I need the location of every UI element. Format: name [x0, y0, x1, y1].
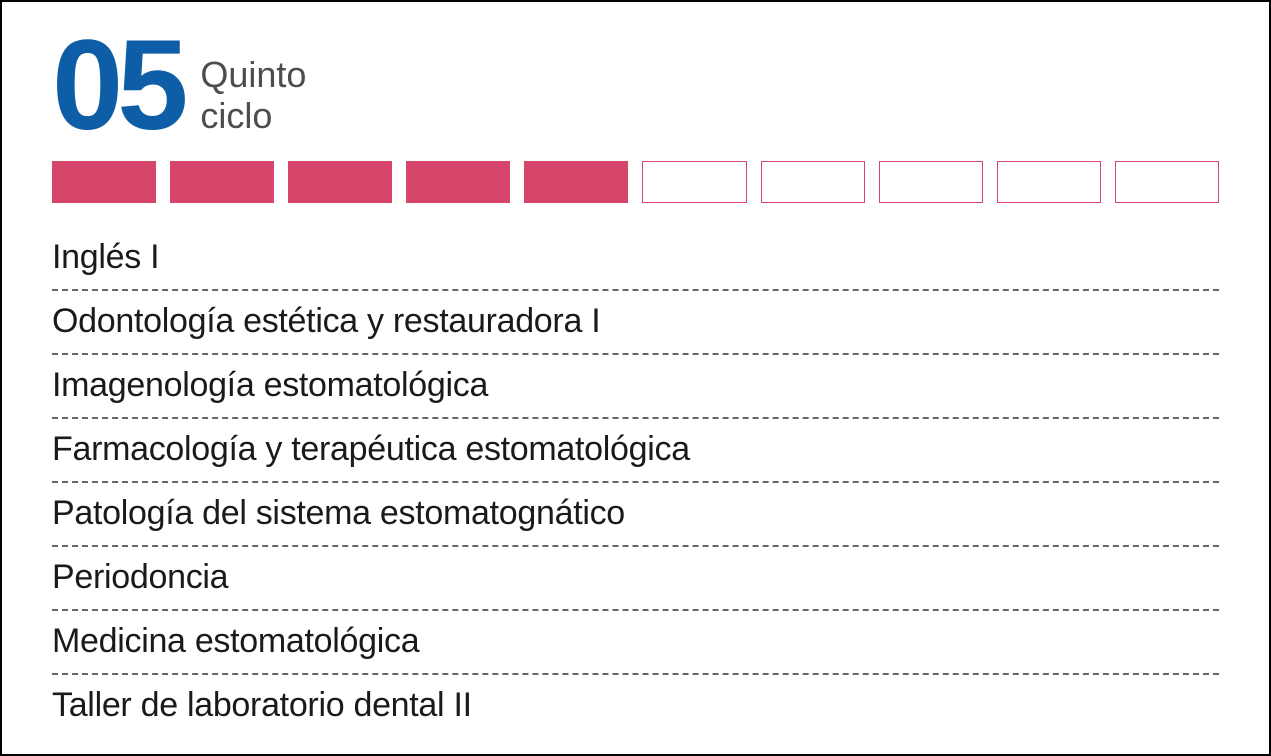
subtitle-line-2: ciclo: [200, 95, 306, 136]
progress-box-filled: [170, 161, 274, 203]
course-item: Inglés I: [52, 227, 1219, 291]
progress-box-empty: [997, 161, 1101, 203]
course-item: Taller de laboratorio dental II: [52, 675, 1219, 737]
progress-box-empty: [1115, 161, 1219, 203]
progress-box-empty: [879, 161, 983, 203]
progress-indicator: [52, 161, 1219, 203]
course-item: Imagenología estomatológica: [52, 355, 1219, 419]
progress-box-filled: [52, 161, 156, 203]
progress-box-filled: [524, 161, 628, 203]
course-item: Medicina estomatológica: [52, 611, 1219, 675]
cycle-number: 05: [52, 32, 182, 141]
course-item: Periodoncia: [52, 547, 1219, 611]
cycle-card: 05 Quinto ciclo Inglés IOdontología esté…: [0, 0, 1271, 756]
course-item: Patología del sistema estomatognático: [52, 483, 1219, 547]
progress-box-empty: [761, 161, 865, 203]
progress-box-empty: [642, 161, 746, 203]
card-header: 05 Quinto ciclo: [52, 32, 1219, 141]
course-item: Farmacología y terapéutica estomatológic…: [52, 419, 1219, 483]
cycle-subtitle: Quinto ciclo: [200, 54, 306, 137]
subtitle-line-1: Quinto: [200, 54, 306, 95]
course-list: Inglés IOdontología estética y restaurad…: [52, 227, 1219, 737]
progress-box-filled: [288, 161, 392, 203]
progress-box-filled: [406, 161, 510, 203]
course-item: Odontología estética y restauradora I: [52, 291, 1219, 355]
